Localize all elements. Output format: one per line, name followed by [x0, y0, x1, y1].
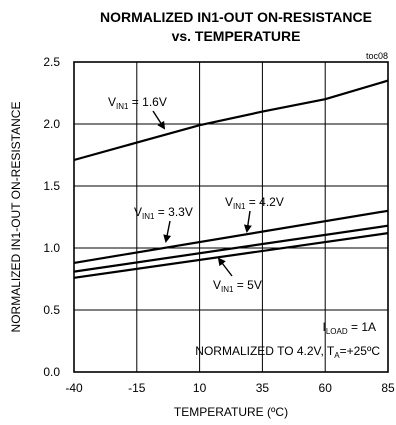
- annotation-vin1-5v: VIN1 = 5V: [213, 278, 262, 294]
- series-line-3: [73, 232, 389, 279]
- series-line-1: [73, 209, 389, 264]
- x-tick-label: -15: [128, 381, 146, 395]
- chart-subtitle: vs. TEMPERATURE: [172, 28, 301, 44]
- normalization-note: NORMALIZED TO 4.2V, TA=+25ºC: [195, 344, 380, 360]
- plot-frame: [73, 61, 389, 373]
- y-tick-label: 2.0: [43, 117, 60, 131]
- figure-id: toc08: [366, 51, 388, 61]
- annotation-arrow: [217, 257, 233, 277]
- y-tick-label: 1.5: [43, 179, 60, 193]
- x-tick-label: -40: [65, 381, 83, 395]
- y-tick-label: 0.0: [43, 365, 60, 379]
- annotation-arrow: [152, 110, 166, 130]
- annotation-arrow: [243, 210, 252, 233]
- series-line-2: [73, 224, 389, 273]
- x-tick-label: 60: [319, 381, 333, 395]
- y-tick-label: 0.5: [43, 303, 60, 317]
- x-tick-labels: -40 -15 10 35 60 85: [65, 381, 395, 395]
- x-axis-label: TEMPERATURE (ºC): [174, 405, 288, 419]
- y-tick-label: 2.5: [43, 55, 60, 69]
- annotation-vin1-4-2v: VIN1 = 4.2V: [225, 195, 284, 211]
- load-note: ILOAD = 1A: [323, 320, 377, 336]
- chart-title: NORMALIZED IN1-OUT ON-RESISTANCE: [100, 9, 372, 25]
- y-tick-labels: 0.0 0.5 1.0 1.5 2.0 2.5: [43, 55, 60, 379]
- x-tick-label: 10: [193, 381, 207, 395]
- annotation-vin1-3-3v: VIN1 = 3.3V: [134, 205, 193, 221]
- series-lines: [73, 79, 389, 279]
- annotation-vin1-1-6v: VIN1 = 1.6V: [108, 95, 167, 111]
- y-tick-label: 1.0: [43, 241, 60, 255]
- x-tick-label: 85: [381, 381, 395, 395]
- annotation-arrow: [163, 220, 172, 243]
- y-axis-label: NORMALIZED IN1-OUT ON-RESISTANCE: [9, 102, 23, 333]
- series-line-0: [73, 79, 389, 162]
- x-tick-label: 35: [256, 381, 270, 395]
